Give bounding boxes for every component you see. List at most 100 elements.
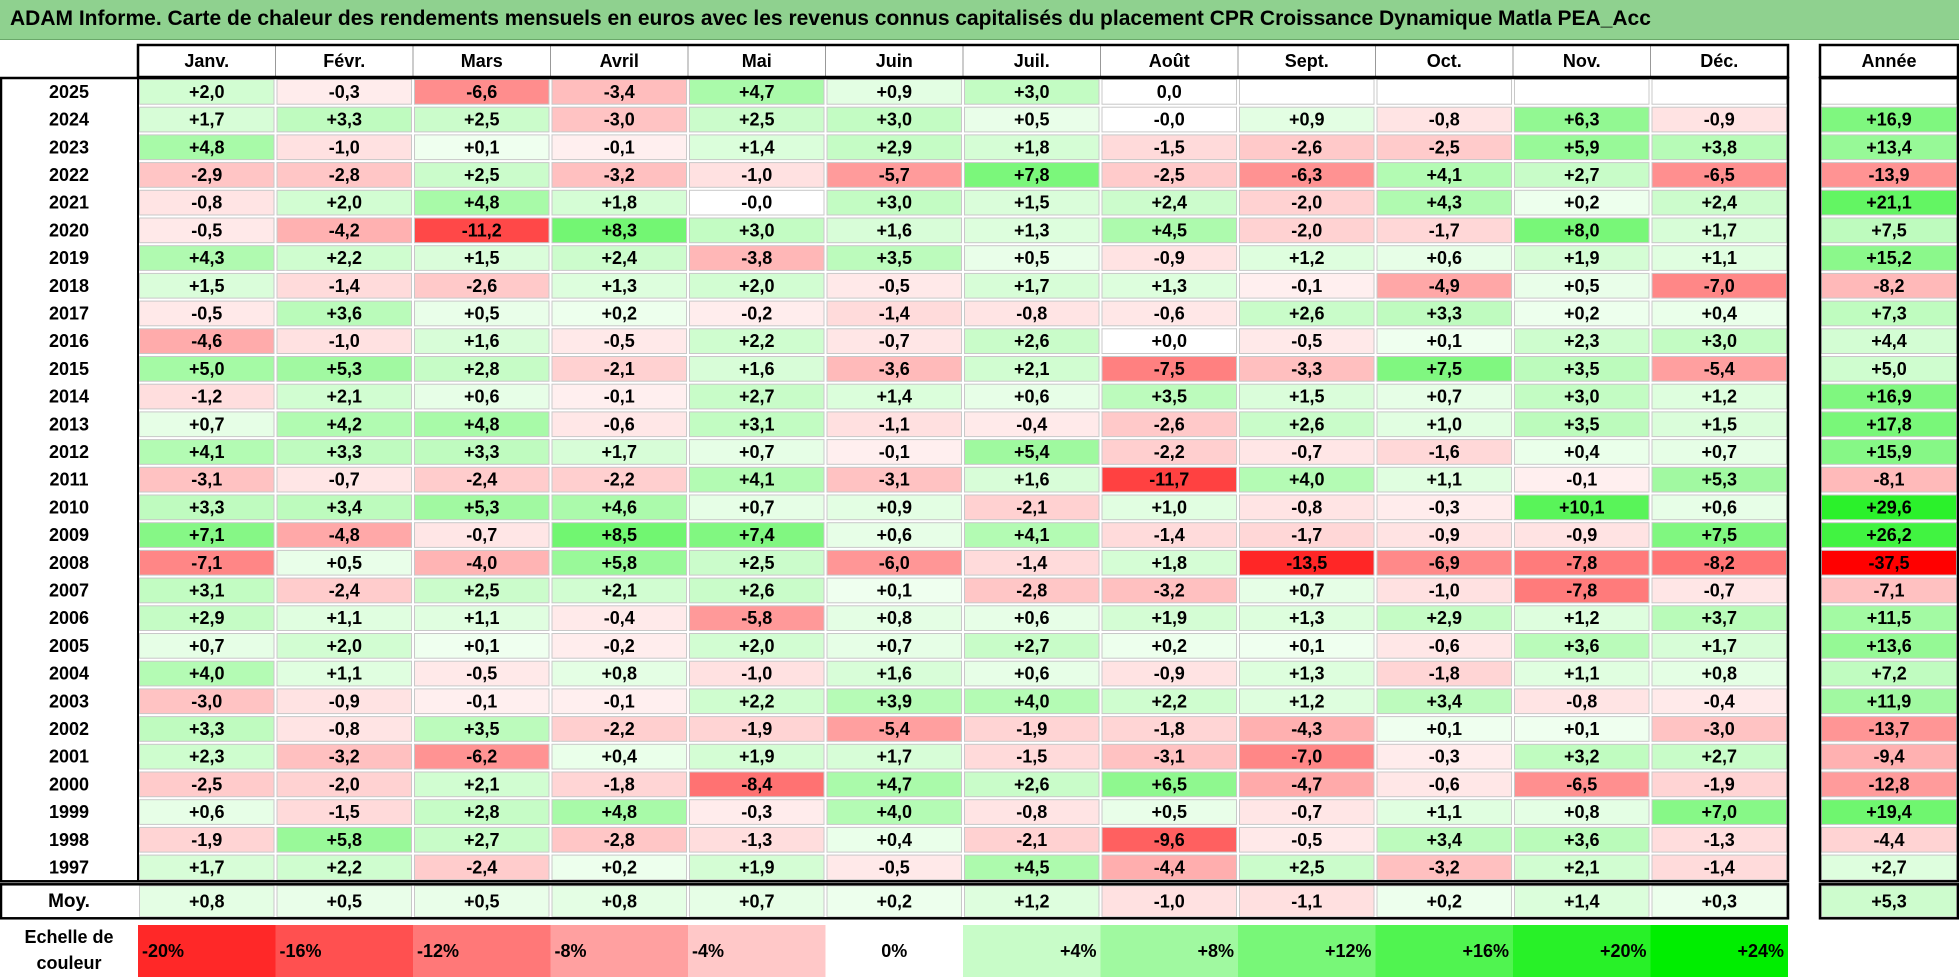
cell-value: -11,2 <box>462 220 502 240</box>
cell-value: +0,4 <box>1564 442 1600 462</box>
cell-value: +0,1 <box>1289 636 1325 656</box>
average-value: +1,2 <box>1014 891 1050 911</box>
heatmap-cell <box>1651 826 1787 853</box>
heatmap-cell <box>1376 716 1512 742</box>
cell-value: +5,8 <box>326 830 362 850</box>
cell-value: -1,5 <box>1154 137 1185 157</box>
heatmap-cell <box>964 743 1100 770</box>
cell-value: -0,7 <box>1291 802 1322 822</box>
annual-value: -13,9 <box>1868 165 1909 185</box>
heatmap-cell <box>826 605 962 631</box>
heatmap-cell <box>964 328 1100 354</box>
year-label: 2019 <box>49 248 89 268</box>
heatmap-cell <box>414 743 550 770</box>
annual-cell <box>1821 494 1957 521</box>
cell-value: -2,5 <box>1429 137 1460 157</box>
heatmap-cell <box>826 549 962 576</box>
heatmap-cell <box>551 660 687 687</box>
cell-value: +2,1 <box>601 580 637 600</box>
heatmap-cell <box>689 328 825 354</box>
average-value: +0,8 <box>601 891 637 911</box>
heatmap-cell <box>1101 771 1237 798</box>
heatmap-cell <box>1376 466 1512 493</box>
cell-value: -0,8 <box>1016 303 1047 323</box>
heatmap-cell <box>826 245 962 271</box>
heatmap-cell <box>1376 577 1512 604</box>
annual-cell <box>1821 411 1957 438</box>
cell-value: +3,0 <box>1701 331 1737 351</box>
heatmap-cell <box>826 799 962 825</box>
heatmap-cell <box>1239 411 1375 438</box>
annual-cell <box>1821 162 1957 188</box>
cell-value: -0,1 <box>879 442 910 462</box>
heatmap-cell <box>689 383 825 410</box>
cell-value: -2,8 <box>329 165 360 185</box>
heatmap-cell <box>1239 577 1375 604</box>
heatmap-cell <box>1651 577 1787 604</box>
cell-value: +0,8 <box>1701 664 1737 684</box>
annual-cell <box>1821 217 1957 244</box>
average-cell <box>414 885 550 918</box>
cell-value: +0,1 <box>464 636 500 656</box>
cell-value: -11,7 <box>1149 470 1189 490</box>
heatmap-cell <box>1376 743 1512 770</box>
heatmap-cell <box>1239 522 1375 548</box>
cell-value: +3,3 <box>464 442 500 462</box>
year-label: 2018 <box>49 276 89 296</box>
cell-value: +1,2 <box>1564 608 1600 628</box>
heatmap-cell <box>1651 854 1787 881</box>
annual-value: +5,0 <box>1871 359 1907 379</box>
cell-value: -0,6 <box>1429 774 1460 794</box>
cell-value: +2,4 <box>1151 193 1187 213</box>
annual-cell <box>1821 799 1957 825</box>
heatmap-cell <box>139 549 275 576</box>
cell-value: -1,0 <box>329 137 360 157</box>
month-header-label: Avril <box>600 51 639 71</box>
cell-value: -0,1 <box>1566 470 1597 490</box>
heatmap-cell <box>689 799 825 825</box>
annual-value: +15,2 <box>1866 248 1912 268</box>
cell-value: +0,1 <box>1426 719 1462 739</box>
cell-value: -1,0 <box>329 331 360 351</box>
year-label: 2008 <box>49 553 89 573</box>
heatmap-cell <box>1101 383 1237 410</box>
scale-swatch <box>1238 925 1376 977</box>
heatmap-cell <box>964 660 1100 687</box>
cell-value: +0,7 <box>876 636 912 656</box>
year-label: 2013 <box>49 414 89 434</box>
heatmap-cell <box>964 300 1100 327</box>
cell-value: -5,4 <box>1704 359 1735 379</box>
cell-value: +1,0 <box>1426 414 1462 434</box>
heatmap-cell <box>1239 134 1375 161</box>
month-header-cell <box>962 44 1101 78</box>
annual-value: +16,9 <box>1866 387 1912 407</box>
heatmap-cell <box>1651 605 1787 631</box>
heatmap-cell <box>551 854 687 881</box>
heatmap-cell <box>414 826 550 853</box>
cell-value: +7,5 <box>1426 359 1462 379</box>
heatmap-cell <box>1101 217 1237 244</box>
heatmap-cell <box>826 300 962 327</box>
cell-value: -2,2 <box>604 719 635 739</box>
heatmap-cell <box>689 356 825 382</box>
cell-value: +4,0 <box>876 802 912 822</box>
heatmap-cell <box>1651 522 1787 548</box>
cell-value: -4,2 <box>329 220 360 240</box>
cell-value: -0,8 <box>1291 497 1322 517</box>
cell-value: +3,5 <box>876 248 912 268</box>
cell-value: -3,2 <box>604 165 635 185</box>
heatmap-cell <box>139 771 275 798</box>
heatmap-cell <box>689 660 825 687</box>
cell-value: +1,9 <box>739 747 775 767</box>
heatmap-cell <box>964 688 1100 715</box>
heatmap-cell <box>689 743 825 770</box>
cell-value: +2,7 <box>739 387 775 407</box>
annual-value: +4,4 <box>1871 331 1907 351</box>
cell-value: +2,1 <box>1014 359 1050 379</box>
cell-value: +3,0 <box>739 220 775 240</box>
heatmap-cell <box>1514 79 1650 105</box>
cell-value: +0,2 <box>1564 193 1600 213</box>
cell-value: +7,4 <box>739 525 775 545</box>
cell-value: +1,1 <box>1701 248 1737 268</box>
cell-value: -4,7 <box>1291 774 1322 794</box>
